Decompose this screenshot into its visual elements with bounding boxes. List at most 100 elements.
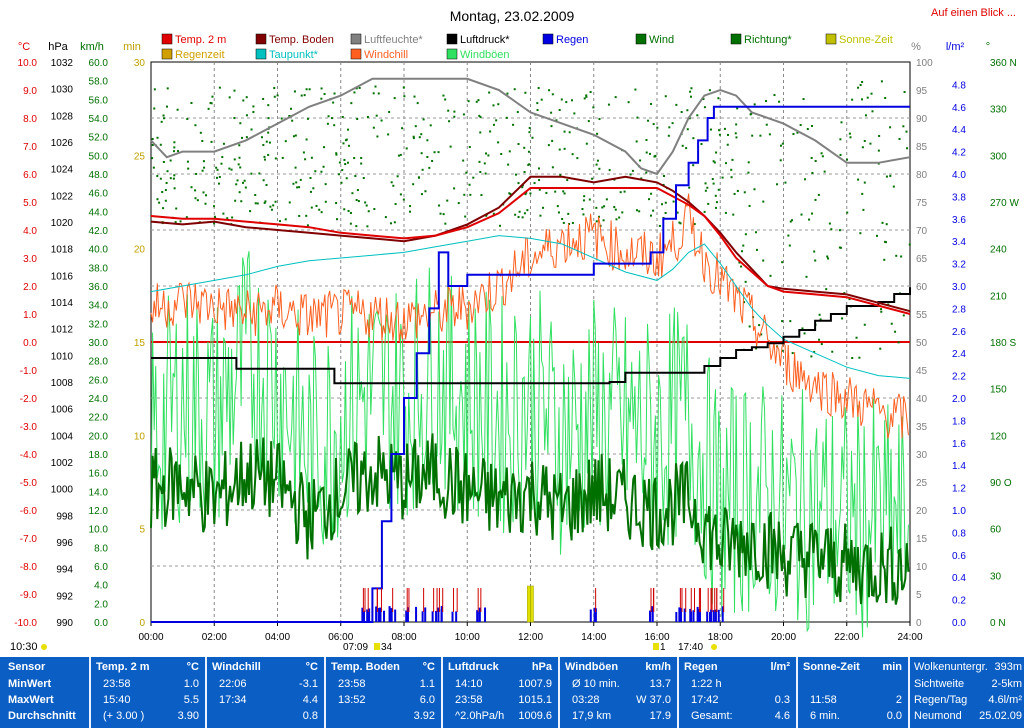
direction-point bbox=[356, 118, 359, 121]
direction-point bbox=[708, 89, 711, 92]
direction-point bbox=[478, 114, 481, 117]
direction-point bbox=[420, 133, 423, 136]
direction-point bbox=[551, 93, 554, 96]
direction-point bbox=[233, 89, 236, 92]
stats-cell-label: Gesamt: bbox=[691, 710, 733, 722]
direction-point bbox=[203, 166, 206, 169]
direction-point bbox=[245, 114, 248, 117]
time-marker-left: 10:30 bbox=[10, 641, 38, 653]
stats-extra-label: Sichtweite bbox=[914, 678, 965, 690]
direction-point bbox=[160, 120, 163, 123]
pressure-tick-label: 990 bbox=[56, 618, 73, 629]
direction-point bbox=[540, 98, 543, 101]
direction-point bbox=[885, 175, 888, 178]
stats-extra-value: 25.02.09 bbox=[979, 710, 1022, 722]
direction-point bbox=[709, 128, 712, 131]
direction-point bbox=[721, 176, 724, 179]
direction-point bbox=[220, 162, 223, 165]
direction-point bbox=[372, 126, 375, 129]
direction-point bbox=[692, 164, 695, 167]
direction-point bbox=[566, 179, 569, 182]
direction-tick-label: 210 bbox=[990, 291, 1007, 302]
direction-point bbox=[744, 280, 747, 283]
direction-point bbox=[429, 124, 432, 127]
temp-tick-label: 4.0 bbox=[23, 226, 37, 237]
direction-point bbox=[256, 202, 259, 205]
temp-axis-unit: °C bbox=[18, 41, 30, 53]
direction-point bbox=[364, 201, 367, 204]
rain-tick-label: 2.6 bbox=[952, 327, 966, 338]
direction-point bbox=[360, 162, 363, 165]
direction-point bbox=[228, 96, 231, 99]
direction-point bbox=[446, 199, 449, 202]
direction-tick-label: 150 bbox=[990, 385, 1007, 396]
direction-point bbox=[467, 100, 470, 103]
direction-point bbox=[881, 221, 884, 224]
direction-point bbox=[238, 156, 241, 159]
series-temp-2-m bbox=[150, 187, 911, 315]
wind-tick-label: 10.0 bbox=[89, 525, 109, 536]
direction-point bbox=[152, 166, 155, 169]
direction-point bbox=[806, 127, 809, 130]
temp-tick-label: 7.0 bbox=[23, 142, 37, 153]
direction-tick-label: 30 bbox=[990, 571, 1002, 582]
direction-point bbox=[858, 356, 861, 359]
direction-point bbox=[736, 107, 739, 110]
wind-tick-label: 58.0 bbox=[89, 77, 109, 88]
stats-cell-value: 0.8 bbox=[302, 710, 318, 722]
direction-point bbox=[523, 146, 526, 149]
direction-point bbox=[585, 142, 588, 145]
overview-link[interactable]: Auf einen Blick ... bbox=[931, 7, 1016, 19]
direction-point bbox=[254, 193, 257, 196]
legend-entry: Luftfeuchte* bbox=[364, 34, 423, 46]
direction-point bbox=[201, 169, 204, 172]
direction-point bbox=[840, 121, 843, 124]
direction-point bbox=[420, 193, 423, 196]
direction-point bbox=[333, 92, 336, 95]
series-regen bbox=[151, 105, 910, 623]
pressure-axis-unit: hPa bbox=[48, 41, 68, 53]
rain-tick-label: 4.4 bbox=[952, 125, 966, 136]
direction-point bbox=[762, 259, 765, 262]
direction-point bbox=[588, 198, 591, 201]
temp-tick-label: 10.0 bbox=[18, 58, 38, 69]
direction-point bbox=[781, 261, 784, 264]
direction-point bbox=[801, 327, 804, 330]
wind-tick-label: 48.0 bbox=[89, 170, 109, 181]
direction-point bbox=[664, 95, 667, 98]
direction-point bbox=[215, 166, 218, 169]
direction-point bbox=[814, 159, 817, 162]
direction-point bbox=[374, 85, 377, 88]
direction-point bbox=[885, 241, 888, 244]
direction-point bbox=[755, 248, 758, 251]
direction-point bbox=[781, 142, 784, 145]
rain-tick-label: 2.0 bbox=[952, 394, 966, 405]
direction-point bbox=[190, 186, 193, 189]
humidity-tick-label: 85 bbox=[916, 142, 928, 153]
direction-point bbox=[645, 151, 648, 154]
series-wind bbox=[150, 433, 910, 605]
stats-block-title: Luftdruck bbox=[448, 661, 499, 673]
direction-point bbox=[396, 175, 399, 178]
direction-point bbox=[537, 87, 540, 90]
direction-point bbox=[426, 156, 429, 159]
direction-point bbox=[438, 204, 441, 207]
direction-point bbox=[885, 223, 888, 226]
direction-point bbox=[335, 152, 338, 155]
x-tick-label: 16:00 bbox=[644, 632, 669, 643]
direction-point bbox=[492, 123, 495, 126]
direction-point bbox=[781, 349, 784, 352]
direction-point bbox=[565, 101, 568, 104]
direction-point bbox=[591, 177, 594, 180]
direction-point bbox=[813, 351, 816, 354]
direction-point bbox=[871, 110, 874, 113]
direction-point bbox=[453, 187, 456, 190]
direction-point bbox=[614, 208, 617, 211]
direction-point bbox=[686, 128, 689, 131]
direction-point bbox=[402, 86, 405, 89]
direction-point bbox=[166, 170, 169, 173]
direction-point bbox=[323, 93, 326, 96]
rain-axis-unit: l/m² bbox=[946, 41, 965, 53]
direction-point bbox=[713, 161, 716, 164]
direction-point bbox=[495, 119, 498, 122]
